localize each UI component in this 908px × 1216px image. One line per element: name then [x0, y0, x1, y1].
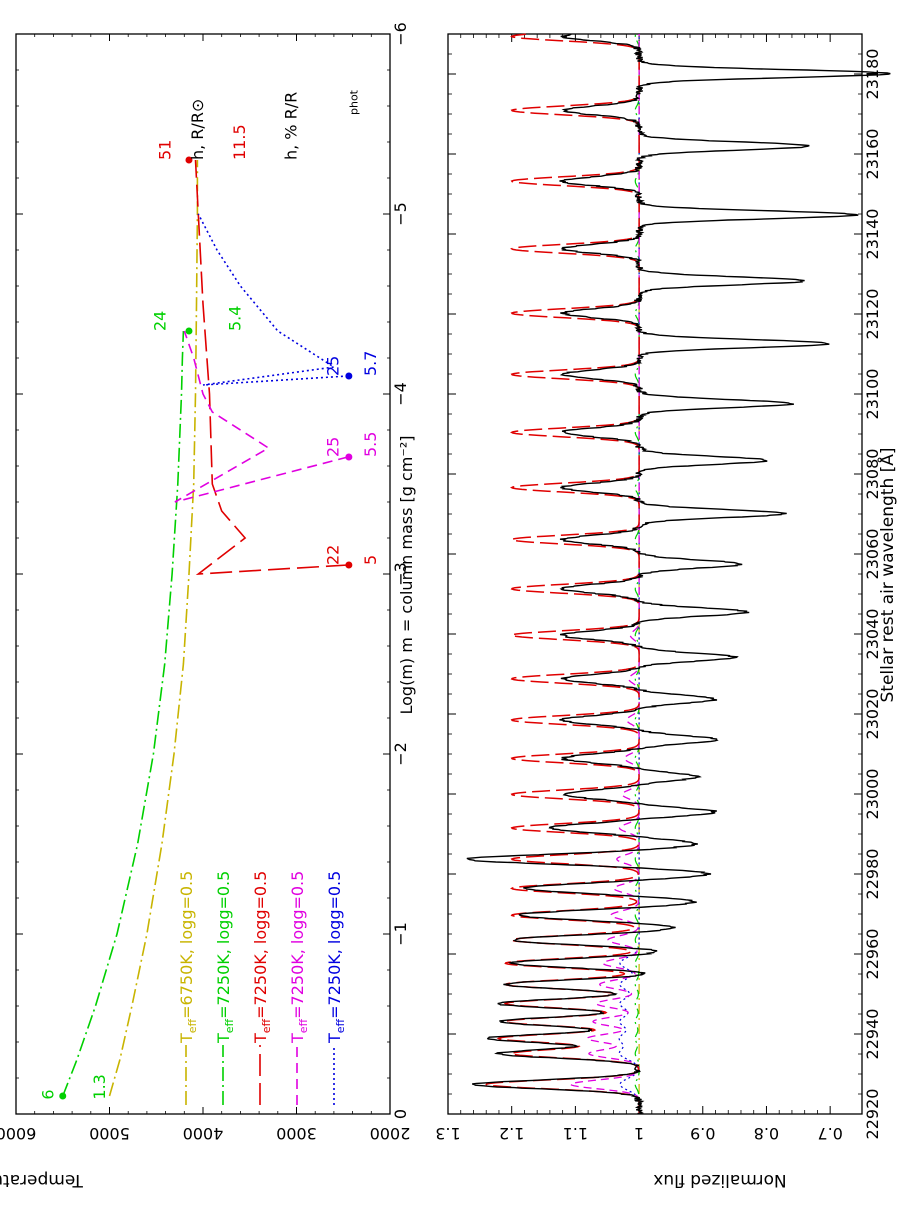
- temperature-annotations: 6 1.3 24 5.4 22 5 25 5.5 25 5.7 51 h, R/R⊙ 11.5 h, % …: [38, 89, 380, 1099]
- temperature-series-line-0: [108, 160, 199, 1097]
- flux-x-tick-label: 23020: [863, 689, 882, 740]
- flux-y-axis-label: Normalized flux: [653, 1170, 786, 1190]
- temperature-series-line-4: [197, 213, 348, 386]
- flux-panel: 22920 22940 22960 22980 23000 23020 23040 23060…: [435, 33, 898, 1190]
- flux-x-tick-label: 23040: [863, 609, 882, 660]
- temperature-x-tick-label: −2: [391, 742, 410, 766]
- temperature-x-tick-label: −3: [391, 562, 410, 586]
- flux-y-tick-label: 0.7: [817, 1124, 842, 1143]
- flux-ticks: 22920 22940 22960 22980 23000 23020 23040 23060…: [435, 33, 882, 1143]
- flux-x-tick-label: 23120: [863, 289, 882, 340]
- temperature-x-tick-label: −1: [391, 922, 410, 946]
- temperature-x-tick-label: 0: [391, 1109, 410, 1119]
- temperature-series: [59, 156, 353, 1100]
- flux-x-tick-label: 23180: [863, 49, 882, 100]
- temperature-marker-0: [59, 1092, 67, 1100]
- flux-y-tick-label: 1: [634, 1124, 644, 1143]
- temperature-x-axis-label: Log(m) m = column mass [g cm⁻²]: [397, 436, 416, 715]
- temperature-annotation-8: 25: [324, 356, 343, 376]
- legend-entry-0: Teff=6750K, logg=0.5: [177, 871, 199, 1044]
- temperature-series-line-3: [174, 330, 349, 503]
- temperature-annotation-2: 24: [151, 311, 170, 331]
- temperature-panel: 0 −1 −2 −3 −4 −5 −6 2000 3000 4000 5000 6000 6 1.3 24…: [0, 22, 416, 1190]
- temperature-annotation-12: 11.5: [230, 124, 249, 160]
- temperature-ticks: 0 −1 −2 −3 −4 −5 −6 2000 3000 4000 5000 6000: [0, 22, 410, 1143]
- temperature-annotation-14: phot: [347, 89, 360, 115]
- temperature-marker-3: [185, 156, 193, 164]
- flux-y-tick-label: 1.3: [435, 1124, 460, 1143]
- flux-x-tick-label: 23140: [863, 209, 882, 260]
- temperature-y-tick-label: 5000: [89, 1124, 130, 1143]
- temperature-y-axis-label: Temperature, K: [0, 1170, 84, 1190]
- temperature-series-line-1: [62, 330, 185, 1097]
- temperature-annotation-9: 5.7: [361, 351, 380, 376]
- flux-x-axis-label: Stellar rest air wavelength [Å]: [876, 447, 898, 702]
- temperature-annotation-10: 51: [155, 140, 174, 160]
- temperature-marker-2: [345, 561, 353, 569]
- flux-x-tick-label: 22920: [863, 1089, 882, 1140]
- temperature-annotation-3: 5.4: [225, 306, 244, 331]
- temperature-x-tick-label: −4: [391, 382, 410, 406]
- temperature-series-line-2: [194, 159, 348, 575]
- temperature-marker-4: [345, 453, 353, 461]
- flux-y-tick-label: 1.1: [563, 1124, 588, 1143]
- temperature-annotation-11: h, R/R⊙: [188, 99, 207, 160]
- temperature-annotation-0: 6: [38, 1089, 57, 1099]
- temperature-annotation-6: 25: [324, 437, 343, 457]
- temperature-marker-5: [345, 372, 353, 380]
- temperature-annotation-13: h, % R/R: [282, 92, 301, 160]
- temperature-y-tick-label: 4000: [183, 1124, 224, 1143]
- temperature-y-tick-label: 6000: [0, 1124, 36, 1143]
- temperature-annotation-1: 1.3: [90, 1074, 109, 1099]
- flux-x-tick-label: 23000: [863, 769, 882, 820]
- flux-y-tick-label: 0.8: [754, 1124, 779, 1143]
- flux-x-tick-label: 22980: [863, 849, 882, 900]
- flux-x-tick-label: 23080: [863, 449, 882, 500]
- flux-series-line-red: [485, 33, 640, 1114]
- legend-entry-3: Teff=7250K, logg=0.5: [288, 871, 310, 1044]
- temperature-annotation-4: 22: [324, 545, 343, 565]
- flux-x-tick-label: 22960: [863, 929, 882, 980]
- temperature-x-tick-label: −5: [391, 202, 410, 226]
- flux-y-tick-label: 1.2: [499, 1124, 524, 1143]
- temperature-legend: Teff=6750K, logg=0.5 Teff=7250K, logg=0.5…: [177, 871, 347, 1105]
- temperature-x-tick-label: −6: [391, 22, 410, 46]
- flux-series-line-black: [466, 33, 891, 1115]
- temperature-y-tick-label: 2000: [370, 1124, 411, 1143]
- flux-x-tick-label: 23100: [863, 369, 882, 420]
- flux-series: [466, 33, 891, 1115]
- flux-y-tick-label: 0.9: [690, 1124, 715, 1143]
- temperature-y-tick-label: 3000: [276, 1124, 317, 1143]
- legend-entry-2: Teff=7250K, logg=0.5: [251, 871, 273, 1044]
- temperature-annotation-7: 5.5: [361, 432, 380, 457]
- temperature-marker-1: [185, 327, 193, 335]
- flux-x-tick-label: 22940: [863, 1009, 882, 1060]
- legend-entry-4: Teff=7250K, logg=0.5: [325, 871, 347, 1044]
- flux-x-tick-label: 23060: [863, 529, 882, 580]
- temperature-annotation-5: 5: [361, 555, 380, 565]
- flux-x-tick-label: 23160: [863, 129, 882, 180]
- flux-series-line-magenta: [570, 34, 640, 1114]
- legend-entry-1: Teff=7250K, logg=0.5: [214, 871, 236, 1044]
